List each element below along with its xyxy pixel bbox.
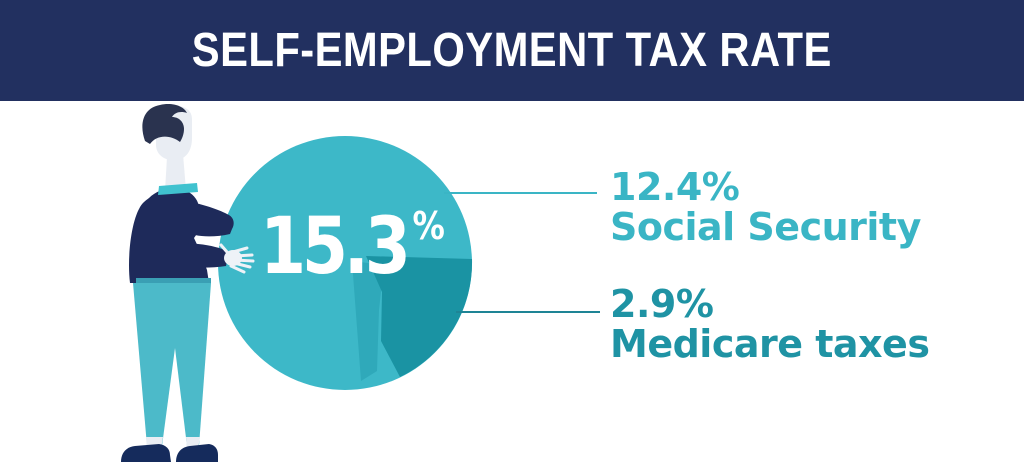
callout-medicare-value: 2.9% <box>610 282 714 326</box>
person-arm-upper <box>189 202 234 237</box>
pie-center-percent: % <box>412 204 445 248</box>
person-leg-right <box>175 283 211 446</box>
pie-slice-medicare <box>366 256 473 377</box>
person-shoe-left <box>121 444 171 462</box>
person-arm-lower <box>188 243 228 268</box>
callout-medicare-name: Medicare taxes <box>610 322 930 366</box>
person-neck <box>165 154 186 191</box>
callout-social-security-value: 12.4% <box>610 165 740 209</box>
callout-social-security: 12.4% Social Security <box>610 167 921 247</box>
page-title: SELF-EMPLOYMENT TAX RATE <box>192 24 832 77</box>
person-hair <box>142 103 187 144</box>
person-illustration <box>121 103 255 462</box>
person-hand <box>219 243 255 274</box>
person-leg-left <box>133 283 175 446</box>
person-shoe-right <box>176 444 218 462</box>
person-torso <box>129 188 209 283</box>
callout-social-security-name: Social Security <box>610 205 921 249</box>
pie-chart <box>218 136 600 390</box>
header-banner: SELF-EMPLOYMENT TAX RATE <box>0 0 1024 101</box>
pie-slice-shadow <box>352 261 384 381</box>
callout-medicare: 2.9% Medicare taxes <box>610 282 930 366</box>
person-sweater-hem <box>136 278 211 283</box>
pie-center-value: 15.3 <box>260 202 411 292</box>
pie-center-label: 15.3% <box>260 204 445 286</box>
person-collar <box>158 183 198 195</box>
